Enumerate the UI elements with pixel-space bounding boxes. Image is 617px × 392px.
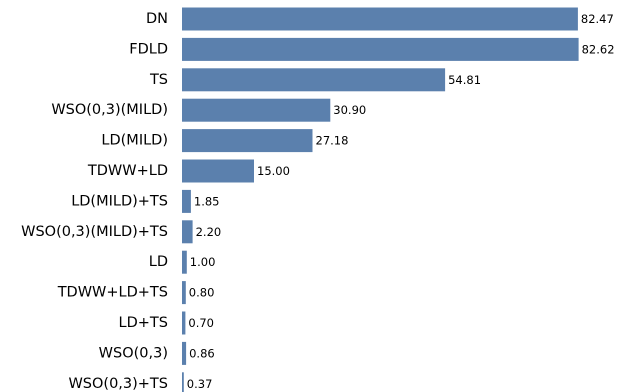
- category-label-8: LD: [149, 254, 168, 270]
- category-label-11: WSO(0,3): [99, 345, 168, 361]
- bar-0: [182, 7, 578, 31]
- category-label-2: TS: [149, 72, 168, 88]
- bar-9: [182, 281, 186, 305]
- bar-7: [182, 220, 193, 244]
- value-label-7: 2.20: [196, 225, 222, 239]
- category-label-0: DN: [146, 11, 168, 27]
- category-label-9: TDWW+LD+TS: [57, 285, 168, 301]
- bar-5: [182, 159, 254, 183]
- bar-3: [182, 98, 331, 122]
- value-label-8: 1.00: [190, 255, 216, 269]
- value-label-2: 54.81: [448, 73, 481, 87]
- bar-6: [182, 189, 191, 213]
- bar-11: [182, 341, 187, 365]
- value-label-4: 27.18: [316, 134, 349, 148]
- category-label-4: LD(MILD): [101, 133, 168, 149]
- value-label-5: 15.00: [257, 164, 290, 178]
- value-label-6: 1.85: [194, 194, 220, 208]
- value-label-9: 0.80: [189, 286, 215, 300]
- bar-12: [182, 372, 184, 392]
- category-label-10: LD+TS: [119, 315, 168, 331]
- category-label-7: WSO(0,3)(MILD)+TS: [21, 224, 168, 240]
- bar-8: [182, 250, 187, 274]
- bar-4: [182, 129, 313, 153]
- bar-10: [182, 311, 186, 335]
- value-label-1: 82.62: [582, 42, 615, 56]
- bar-2: [182, 68, 446, 92]
- bar-1: [182, 37, 579, 61]
- category-label-1: FDLD: [129, 41, 168, 57]
- category-label-6: LD(MILD)+TS: [71, 193, 168, 209]
- category-label-3: WSO(0,3)(MILD): [51, 102, 168, 118]
- category-label-5: TDWW+LD: [87, 163, 168, 179]
- category-label-12: WSO(0,3)+TS: [68, 376, 168, 392]
- value-label-10: 0.70: [188, 316, 214, 330]
- value-label-11: 0.86: [189, 346, 215, 360]
- value-label-3: 30.90: [333, 103, 366, 117]
- value-label-0: 82.47: [581, 12, 614, 26]
- value-label-12: 0.37: [187, 377, 213, 391]
